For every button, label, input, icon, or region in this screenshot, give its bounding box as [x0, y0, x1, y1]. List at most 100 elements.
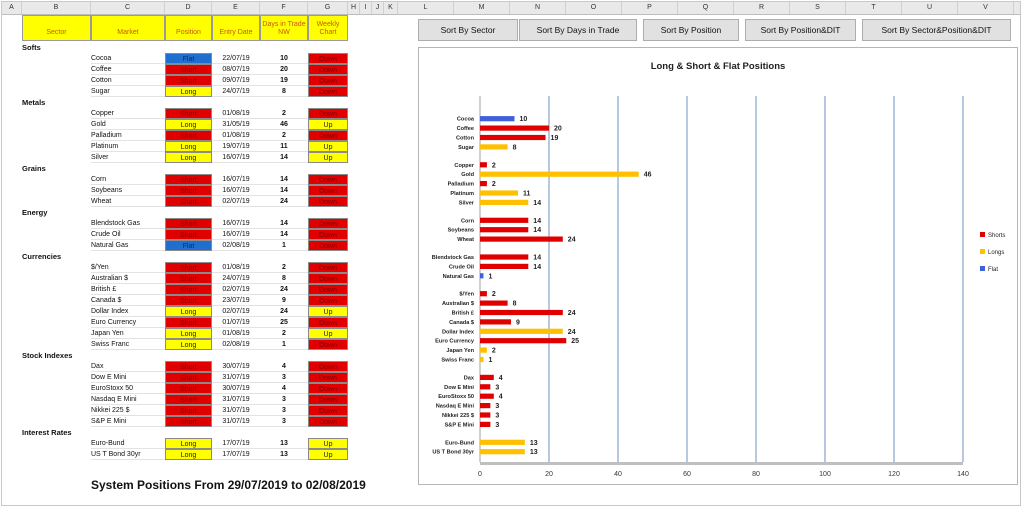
days-in-trade-cell[interactable]: 14: [280, 220, 288, 227]
market-cell[interactable]: Cotton: [91, 77, 112, 84]
weekly-chart-cell[interactable]: Down: [308, 361, 348, 372]
entry-date-cell[interactable]: 31/07/19: [222, 418, 250, 425]
column-header-o[interactable]: O: [566, 2, 622, 14]
column-header-n[interactable]: N: [510, 2, 566, 14]
entry-date-cell[interactable]: 09/07/19: [222, 77, 250, 84]
entry-date-cell[interactable]: 30/07/19: [222, 385, 250, 392]
entry-date-cell[interactable]: 17/07/19: [222, 451, 250, 458]
column-header-s[interactable]: S: [790, 2, 846, 14]
weekly-chart-cell[interactable]: Down: [308, 339, 348, 350]
weekly-chart-cell[interactable]: Up: [308, 328, 348, 339]
days-in-trade-cell[interactable]: 2: [282, 330, 286, 337]
column-header-h[interactable]: H: [348, 2, 360, 14]
market-cell[interactable]: Euro-Bund: [91, 440, 125, 447]
days-in-trade-cell[interactable]: 2: [282, 110, 286, 117]
weekly-chart-cell[interactable]: Down: [308, 64, 348, 75]
position-cell[interactable]: Long: [165, 141, 212, 152]
days-in-trade-cell[interactable]: 11: [280, 143, 288, 150]
market-cell[interactable]: Euro Currency: [91, 319, 137, 326]
column-header-a[interactable]: A: [2, 2, 22, 14]
days-in-trade-cell[interactable]: 1: [282, 242, 286, 249]
market-cell[interactable]: Dollar Index: [91, 308, 129, 315]
position-cell[interactable]: Long: [165, 449, 212, 460]
position-cell[interactable]: Short: [165, 262, 212, 273]
entry-date-cell[interactable]: 31/07/19: [222, 374, 250, 381]
weekly-chart-cell[interactable]: Down: [308, 53, 348, 64]
days-in-trade-cell[interactable]: 8: [282, 88, 286, 95]
sort-by-sector-position-dit-button[interactable]: Sort By Sector&Position&DIT: [862, 19, 1011, 41]
days-in-trade-cell[interactable]: 25: [280, 319, 288, 326]
entry-date-cell[interactable]: 01/08/19: [222, 264, 250, 271]
weekly-chart-cell[interactable]: Up: [308, 119, 348, 130]
weekly-chart-cell[interactable]: Down: [308, 295, 348, 306]
market-cell[interactable]: Japan Yen: [91, 330, 124, 337]
entry-date-cell[interactable]: 02/07/19: [222, 198, 250, 205]
entry-date-cell[interactable]: 01/07/19: [222, 319, 250, 326]
entry-date-cell[interactable]: 16/07/19: [222, 231, 250, 238]
column-header-e[interactable]: E: [212, 2, 260, 14]
entry-date-cell[interactable]: 01/08/19: [222, 110, 250, 117]
entry-date-cell[interactable]: 23/07/19: [222, 297, 250, 304]
position-cell[interactable]: Short: [165, 383, 212, 394]
market-cell[interactable]: Cocoa: [91, 55, 112, 62]
position-cell[interactable]: Short: [165, 108, 212, 119]
market-cell[interactable]: EuroStoxx 50: [91, 385, 134, 392]
days-in-trade-cell[interactable]: 1: [282, 341, 286, 348]
days-in-trade-cell[interactable]: 14: [280, 231, 288, 238]
column-header-l[interactable]: L: [398, 2, 454, 14]
entry-date-cell[interactable]: 02/08/19: [222, 242, 250, 249]
position-cell[interactable]: Flat: [165, 240, 212, 251]
position-cell[interactable]: Short: [165, 185, 212, 196]
days-in-trade-cell[interactable]: 13: [280, 451, 288, 458]
position-cell[interactable]: Short: [165, 394, 212, 405]
position-cell[interactable]: Short: [165, 317, 212, 328]
position-cell[interactable]: Flat: [165, 53, 212, 64]
entry-date-cell[interactable]: 02/08/19: [222, 341, 250, 348]
weekly-chart-cell[interactable]: Up: [308, 152, 348, 163]
position-cell[interactable]: Short: [165, 75, 212, 86]
market-cell[interactable]: $/Yen: [91, 264, 109, 271]
weekly-chart-cell[interactable]: Down: [308, 262, 348, 273]
market-cell[interactable]: Australian $: [91, 275, 128, 282]
market-cell[interactable]: US T Bond 30yr: [91, 451, 141, 458]
entry-date-cell[interactable]: 17/07/19: [222, 440, 250, 447]
column-header-c[interactable]: C: [91, 2, 165, 14]
weekly-chart-cell[interactable]: Up: [308, 141, 348, 152]
days-in-trade-cell[interactable]: 4: [282, 363, 286, 370]
position-cell[interactable]: Short: [165, 361, 212, 372]
weekly-chart-cell[interactable]: Down: [308, 108, 348, 119]
position-cell[interactable]: Short: [165, 64, 212, 75]
position-cell[interactable]: Long: [165, 119, 212, 130]
entry-date-cell[interactable]: 30/07/19: [222, 363, 250, 370]
market-cell[interactable]: Platinum: [91, 143, 119, 150]
position-cell[interactable]: Long: [165, 152, 212, 163]
entry-date-cell[interactable]: 19/07/19: [222, 143, 250, 150]
position-cell[interactable]: Short: [165, 196, 212, 207]
market-cell[interactable]: Swiss Franc: [91, 341, 130, 348]
sort-by-sector-button[interactable]: Sort By Sector: [418, 19, 518, 41]
entry-date-cell[interactable]: 16/07/19: [222, 176, 250, 183]
market-cell[interactable]: Blendstock Gas: [91, 220, 141, 227]
weekly-chart-cell[interactable]: Down: [308, 405, 348, 416]
column-header-m[interactable]: M: [454, 2, 510, 14]
entry-date-cell[interactable]: 22/07/19: [222, 55, 250, 62]
column-header-d[interactable]: D: [165, 2, 212, 14]
days-in-trade-cell[interactable]: 8: [282, 275, 286, 282]
column-header-q[interactable]: Q: [678, 2, 734, 14]
position-cell[interactable]: Short: [165, 229, 212, 240]
column-header-i[interactable]: I: [360, 2, 372, 14]
column-header-r[interactable]: R: [734, 2, 790, 14]
entry-date-cell[interactable]: 31/07/19: [222, 396, 250, 403]
entry-date-cell[interactable]: 02/07/19: [222, 286, 250, 293]
column-header-f[interactable]: F: [260, 2, 308, 14]
position-cell[interactable]: Long: [165, 328, 212, 339]
market-cell[interactable]: Dow E Mini: [91, 374, 127, 381]
column-header-t[interactable]: T: [846, 2, 902, 14]
days-in-trade-cell[interactable]: 14: [280, 154, 288, 161]
position-cell[interactable]: Short: [165, 218, 212, 229]
days-in-trade-cell[interactable]: 13: [280, 440, 288, 447]
entry-date-cell[interactable]: 24/07/19: [222, 88, 250, 95]
market-cell[interactable]: Nasdaq E Mini: [91, 396, 137, 403]
market-cell[interactable]: Gold: [91, 121, 106, 128]
market-cell[interactable]: Soybeans: [91, 187, 123, 194]
